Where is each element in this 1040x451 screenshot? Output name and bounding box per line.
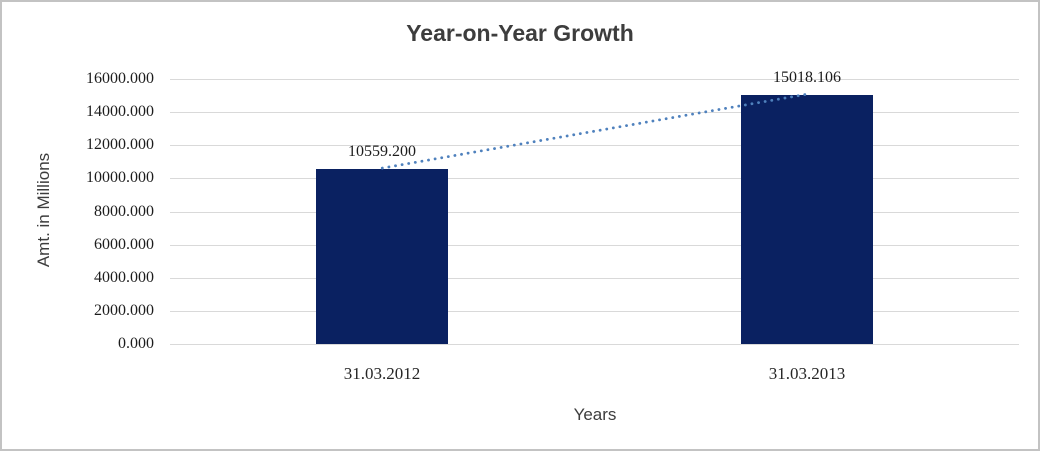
bar-data-label: 15018.106 [773, 69, 841, 86]
bar [741, 95, 873, 344]
plot-area [170, 79, 1019, 345]
chart-title: Year-on-Year Growth [406, 20, 634, 46]
y-tick-label: 8000.000 [94, 203, 154, 220]
y-tick-label: 2000.000 [94, 302, 154, 319]
gridline [170, 79, 1019, 80]
gridline [170, 112, 1019, 113]
y-tick-label: 6000.000 [94, 236, 154, 253]
gridline [170, 212, 1019, 213]
x-tick-label: 31.03.2013 [768, 364, 846, 383]
y-tick-label: 10000.000 [86, 169, 154, 186]
gridline [170, 178, 1019, 179]
bar-data-label: 10559.200 [348, 143, 416, 160]
gridline [170, 245, 1019, 246]
y-axis-title: Amt. in Millions [34, 152, 53, 268]
gridline [170, 344, 1019, 345]
y-tick-label: 16000.000 [86, 70, 154, 87]
x-tick-label: 31.03.2012 [343, 364, 421, 383]
x-axis-title: Years [573, 405, 617, 424]
y-tick-label: 0.000 [118, 335, 154, 352]
gridline [170, 145, 1019, 146]
gridline [170, 278, 1019, 279]
y-tick-label: 4000.000 [94, 269, 154, 286]
bar [316, 169, 448, 344]
y-tick-label: 12000.000 [86, 136, 154, 153]
gridline [170, 311, 1019, 312]
y-tick-label: 14000.000 [86, 103, 154, 120]
